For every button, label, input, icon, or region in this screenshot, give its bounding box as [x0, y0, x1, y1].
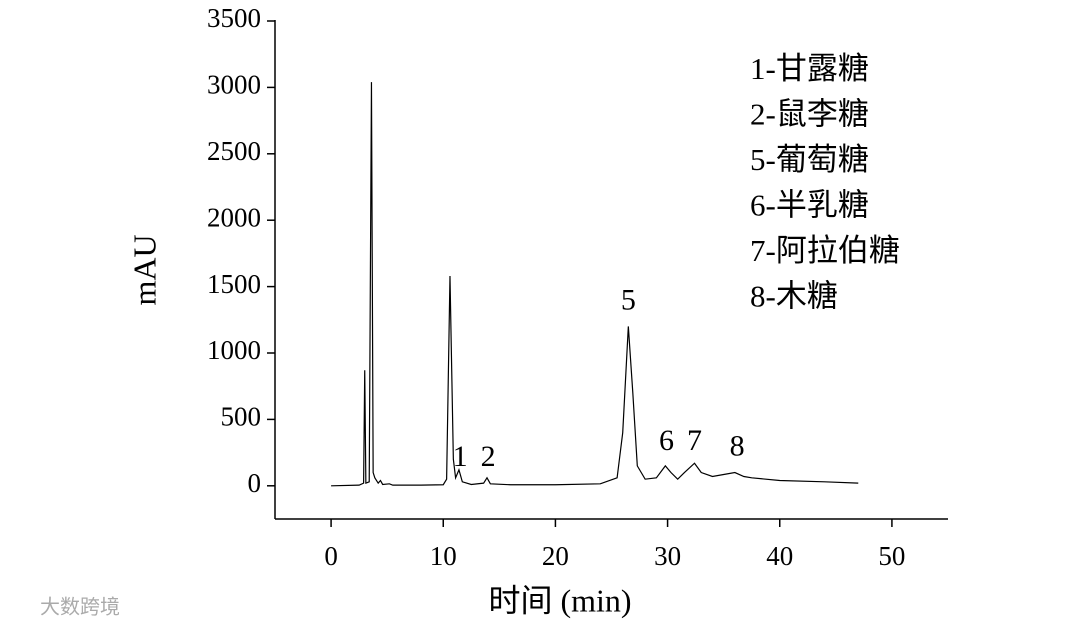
y-tick-label: 1500: [207, 269, 261, 299]
x-tick-label: 30: [654, 541, 681, 571]
watermark: 大数跨境: [40, 595, 120, 619]
peak-label: 8: [730, 430, 745, 463]
legend-entry: 8-木糖: [750, 279, 838, 314]
y-tick-label: 3500: [207, 3, 261, 33]
legend-entry: 7-阿拉伯糖: [750, 233, 900, 268]
y-tick-label: 0: [248, 468, 262, 498]
peak-label: 2: [481, 440, 496, 473]
peak-label: 6: [659, 424, 674, 457]
legend-entry: 6-半乳糖: [750, 188, 869, 223]
x-tick-label: 20: [542, 541, 569, 571]
x-tick-label: 50: [878, 541, 905, 571]
y-tick-label: 2500: [207, 136, 261, 166]
x-tick-label: 10: [430, 541, 457, 571]
legend-entry: 2-鼠李糖: [750, 97, 869, 132]
y-tick-label: 500: [221, 402, 262, 432]
peak-label: 1: [453, 440, 468, 473]
y-tick-label: 3000: [207, 70, 261, 100]
x-tick-label: 0: [324, 541, 338, 571]
legend-entry: 5-葡萄糖: [750, 142, 869, 177]
y-tick-label: 2000: [207, 202, 261, 232]
peak-label: 7: [687, 424, 702, 457]
chromatogram-line: [331, 82, 859, 487]
legend-entry: 1-甘露糖: [750, 51, 869, 86]
x-tick-label: 40: [766, 541, 793, 571]
x-axis-label: 时间 (min): [488, 582, 631, 618]
y-axis-label: mAU: [126, 234, 162, 305]
y-tick-label: 1000: [207, 335, 261, 365]
peak-label: 5: [621, 283, 636, 316]
